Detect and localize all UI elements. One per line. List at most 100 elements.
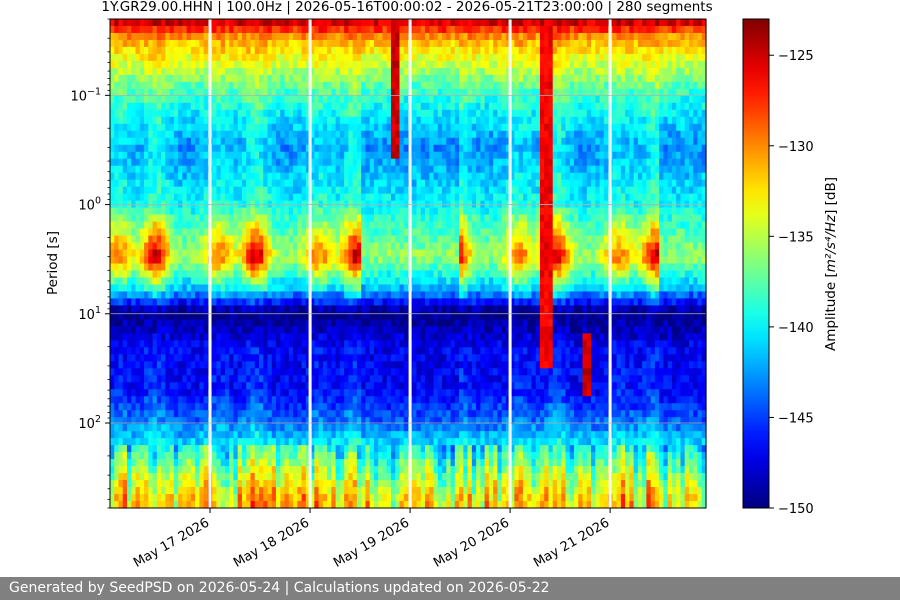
heatmap-cell (386, 123, 392, 132)
heatmap-cell (352, 158, 358, 167)
heatmap-cell (288, 179, 294, 188)
heatmap-cell (135, 445, 141, 453)
heatmap-cell (144, 382, 149, 390)
heatmap-cell (148, 494, 154, 502)
heatmap-cell (122, 193, 128, 202)
heatmap-cell (229, 242, 235, 251)
heatmap-cell (114, 228, 120, 237)
heatmap-cell (331, 319, 337, 327)
heatmap-cell (139, 179, 145, 188)
heatmap-cell (403, 270, 409, 279)
heatmap-cell (139, 130, 145, 139)
heatmap-cell (254, 179, 260, 188)
heatmap-cell (195, 431, 200, 439)
heatmap-cell (297, 396, 303, 404)
heatmap-cell (369, 410, 375, 418)
heatmap-cell (335, 326, 341, 334)
heatmap-cell (259, 242, 264, 251)
heatmap-cell (135, 494, 141, 502)
heatmap-cell (365, 137, 371, 146)
heatmap-cell (178, 242, 183, 251)
heatmap-cell (339, 60, 345, 69)
heatmap-cell (152, 445, 158, 453)
heatmap-cell (386, 480, 392, 488)
heatmap-cell (173, 452, 179, 460)
heatmap-cell (229, 179, 235, 188)
heatmap-cell (182, 417, 188, 425)
heatmap-cell (186, 116, 192, 125)
heatmap-cell (250, 263, 256, 272)
heatmap-cell (276, 53, 281, 62)
heatmap-cell (220, 207, 226, 216)
heatmap-cell (195, 347, 200, 355)
heatmap-cell (301, 256, 307, 265)
heatmap-cell (335, 431, 341, 439)
heatmap-cell (390, 193, 396, 202)
heatmap-cell (246, 81, 252, 90)
heatmap-cell (327, 452, 332, 460)
heatmap-cell (127, 60, 132, 69)
heatmap-cell (348, 347, 354, 355)
heatmap-cell (305, 277, 311, 286)
heatmap-cell (199, 466, 205, 474)
heatmap-cell (305, 417, 311, 425)
heatmap-cell (233, 228, 239, 237)
heatmap-cell (356, 277, 362, 286)
heatmap-cell (271, 375, 277, 383)
heatmap-cell (127, 130, 132, 139)
heatmap-cell (335, 501, 341, 509)
heatmap-cell (237, 417, 243, 425)
heatmap-cell (233, 74, 239, 83)
heatmap-cell (288, 410, 294, 418)
heatmap-cell (310, 480, 315, 488)
heatmap-cell (199, 445, 205, 453)
heatmap-cell (356, 403, 362, 411)
heatmap-cell (331, 123, 337, 132)
heatmap-cell (152, 410, 158, 418)
heatmap-cell (390, 102, 396, 111)
heatmap-cell (229, 501, 235, 509)
heatmap-cell (271, 81, 277, 90)
heatmap-cell (259, 60, 264, 69)
heatmap-cell (322, 32, 328, 41)
heatmap-cell (216, 144, 222, 153)
heatmap-cell (259, 249, 264, 258)
heatmap-cell (259, 424, 264, 432)
heatmap-cell (344, 312, 349, 320)
heatmap-cell (114, 165, 120, 174)
heatmap-cell (339, 312, 345, 320)
heatmap-cell (131, 214, 137, 223)
heatmap-cell (297, 410, 303, 418)
heatmap-cell (378, 333, 384, 341)
heatmap-cell (276, 424, 281, 432)
heatmap-cell (135, 291, 141, 300)
heatmap-cell (373, 46, 379, 55)
heatmap-cell (169, 375, 175, 383)
heatmap-cell (144, 403, 149, 411)
heatmap-cell (305, 459, 311, 467)
heatmap-cell (246, 151, 252, 160)
heatmap-cell (127, 19, 132, 27)
heatmap-cell (348, 277, 354, 286)
heatmap-cell (212, 165, 218, 174)
heatmap-cell (322, 305, 328, 313)
heatmap-cell (224, 270, 230, 279)
heatmap-cell (195, 39, 200, 48)
heatmap-cell (267, 88, 273, 97)
heatmap-cell (190, 207, 196, 216)
heatmap-cell (356, 25, 362, 34)
heatmap-cell (399, 501, 405, 509)
heatmap-cell (331, 242, 337, 251)
heatmap-cell (331, 284, 337, 293)
heatmap-cell (199, 333, 205, 341)
heatmap-cell (110, 396, 115, 404)
heatmap-cell (135, 277, 141, 286)
heatmap-cell (361, 438, 367, 446)
heatmap-cell (382, 403, 388, 411)
heatmap-cell (395, 305, 401, 313)
heatmap-cell (331, 445, 337, 453)
heatmap-cell (199, 375, 205, 383)
heatmap-cell (173, 466, 179, 474)
heatmap-cell (254, 74, 260, 83)
heatmap-cell (212, 438, 218, 446)
